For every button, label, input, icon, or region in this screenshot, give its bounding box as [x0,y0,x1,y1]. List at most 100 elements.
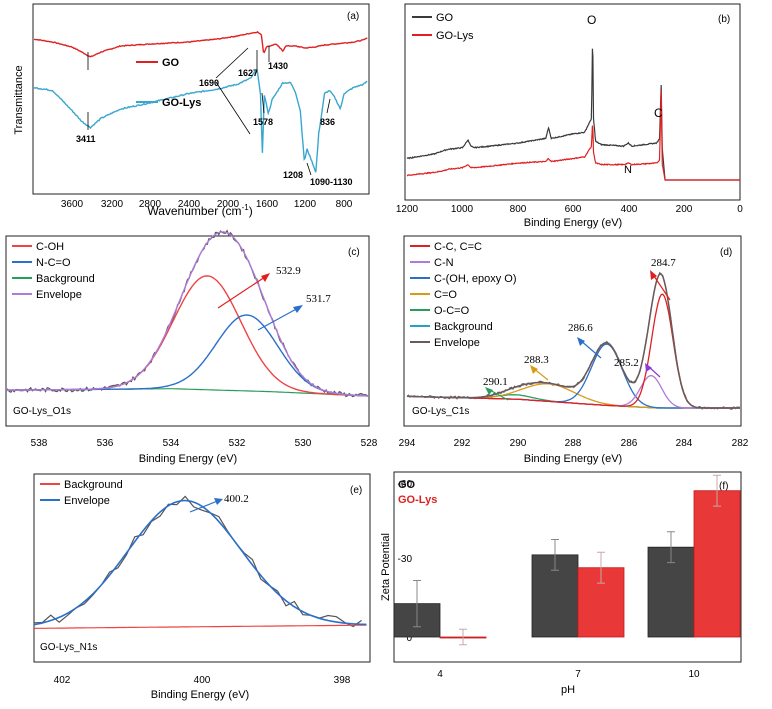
panel-d-tick: 284 [676,438,693,449]
panel-d: (d) Binding Energy (eV) 294 292 290 288 … [399,235,749,465]
panel-b-tick: 1200 [396,204,419,215]
panel-f-xtick: 7 [575,669,581,680]
panel-a-xlabel: Wavenumber (cm-1) [147,203,252,218]
legend-label: O-C=O [434,305,470,317]
sample-label: GO-Lys_N1s [40,642,97,653]
panel-f-frame [393,471,742,663]
panel-b-xticks: 1200 1000 800 600 400 200 0 [396,204,743,215]
error-bar [667,531,675,564]
annotation-arrow [257,306,301,331]
legend-label: C-C, C=C [434,241,482,253]
panel-c-component-n-c-o-line [5,314,370,397]
annotation-arrowhead [293,305,303,313]
panel-c-tick: 532 [229,438,246,449]
panel-c-xlabel: Binding Energy (eV) [139,453,237,465]
peak-label: 285.2 [614,357,639,369]
annotation-arrow [215,81,251,135]
panel-d-tick: 292 [454,438,471,449]
legend-label-golys: GO-Lys [436,30,474,42]
panel-d-tick: 282 [732,438,749,449]
panel-f-ylabel: Zeta Potential [380,533,392,601]
legend-label-background: Background [64,479,123,491]
legend-label-go: GO [398,479,416,491]
panel-b-legend: GO GO-Lys [412,12,474,42]
annotation-label: 1208 [283,170,303,180]
legend-label: C-N [434,257,454,269]
annotation-label: 1578 [253,117,273,127]
panel-d-peak-arrows [485,270,671,401]
annotation-arrow [651,272,671,301]
peak-label-c: C [654,106,663,120]
peak-label-o: O [587,13,596,27]
panel-a-tick: 2800 [139,199,162,210]
panel-d-peak-labels: 284.7 286.6 285.2 288.3 290.1 [483,257,676,388]
panel-e-legend: Background Envelope [40,479,123,507]
panel-f-legend: GO GO-Lys [398,479,437,506]
annotation-label: 3411 [76,134,96,144]
sample-label: GO-Lys_O1s [13,406,71,417]
panel-b: (b) Binding Energy (eV) 1200 1000 800 60… [396,3,743,229]
panel-a-xticks: 3600 3200 2800 2400 2000 1600 1200 800 [61,199,353,210]
annotation-label: 1690 [199,78,219,88]
legend-label-n-c-o: N-C=O [36,257,71,269]
panel-c-xticks: 538 536 534 532 530 528 [31,438,378,449]
panel-f-ytick: 0 [406,633,412,644]
annotation-arrowhead [485,387,493,395]
panel-f: (f) Zeta Potential pH -60 -30 0 4 7 10 G… [380,471,742,696]
panel-a-tick: 1200 [294,199,317,210]
panel-f-bars [393,474,741,646]
panel-d-letter: (d) [720,247,732,258]
panel-f-xticks: 4 7 10 [437,669,700,680]
sample-label: GO-Lys_C1s [412,406,469,417]
annotation-arrow [215,47,249,79]
panel-e-xlabel: Binding Energy (eV) [151,689,249,701]
panel-a-letter: (a) [347,11,359,22]
error-bar [551,538,559,571]
panel-c-tick: 538 [31,438,48,449]
panel-d-envelope-line [406,273,740,409]
annotation-label: 1430 [268,61,288,71]
annotation-arrowhead [650,270,657,280]
panel-a-tick: 2400 [178,199,201,210]
panel-c-legend: C-OH N-C=O Background Envelope [12,241,95,301]
legend-label: C-(OH, epoxy O) [434,273,517,285]
panel-d-xticks: 294 292 290 288 286 284 282 [399,438,749,449]
panel-a-ylabel: Transmittance [13,65,25,134]
panel-b-letter: (b) [718,14,730,25]
error-bar [459,628,467,646]
legend-label-go: GO [162,57,180,69]
panel-c-raw-data-line [5,229,370,398]
legend-label-c-oh: C-OH [36,241,64,253]
legend-label-golys: GO-Lys [162,97,201,109]
panel-a-tick: 1600 [256,199,279,210]
panel-d-tick: 286 [621,438,638,449]
legend-label-golys: GO-Lys [398,494,437,506]
panel-f-letter: (f) [719,481,728,492]
panel-e-letter: (e) [350,485,362,496]
annotation-arrow [306,162,312,176]
legend-label-background: Background [36,273,95,285]
panel-c-tick: 534 [163,438,180,449]
panel-a-series-go-line [33,30,368,58]
annotation-arrow [326,98,331,114]
panel-f-xlabel: pH [561,684,575,696]
error-bar [413,580,421,628]
panel-e-tick: 402 [54,675,71,686]
panel-c-tick: 530 [295,438,312,449]
annotation-label: 836 [320,117,335,127]
panel-a-frame [32,3,370,195]
panel-e-xticks: 402 400 398 [54,675,351,686]
panel-b-tick: 0 [737,204,743,215]
peak-label: 286.6 [568,322,593,334]
panel-d-legend: C-C, C=C C-N C-(OH, epoxy O) C=O O-C=O B… [410,241,517,349]
panel-d-tick: 294 [399,438,416,449]
legend-label: C=O [434,289,457,301]
panel-a-series-golys-line [33,70,368,173]
peak-label: 288.3 [524,354,549,366]
panel-f-yticks: -60 -30 0 [398,479,413,644]
panel-c-frame [5,235,370,427]
panel-e-raw-data-line [33,495,362,628]
legend-label-go: GO [436,12,454,24]
panel-a-tick: 2000 [217,199,240,210]
